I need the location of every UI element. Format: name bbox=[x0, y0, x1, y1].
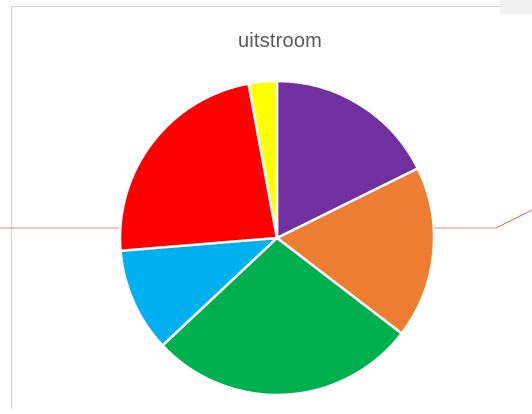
chart-title: uitstroom bbox=[237, 30, 323, 52]
connector-line-diagonal bbox=[495, 209, 532, 229]
pie-slice-green[interactable] bbox=[161, 236, 403, 397]
pie-slice-light-blue[interactable] bbox=[119, 236, 279, 347]
pie-slice-purple[interactable] bbox=[275, 79, 420, 240]
pie-slice-orange[interactable] bbox=[275, 167, 436, 335]
pie-slice-yellow[interactable] bbox=[247, 79, 279, 240]
pie-slices bbox=[118, 79, 436, 397]
corner-shade bbox=[500, 0, 532, 14]
pie-slice-red[interactable] bbox=[118, 82, 279, 253]
